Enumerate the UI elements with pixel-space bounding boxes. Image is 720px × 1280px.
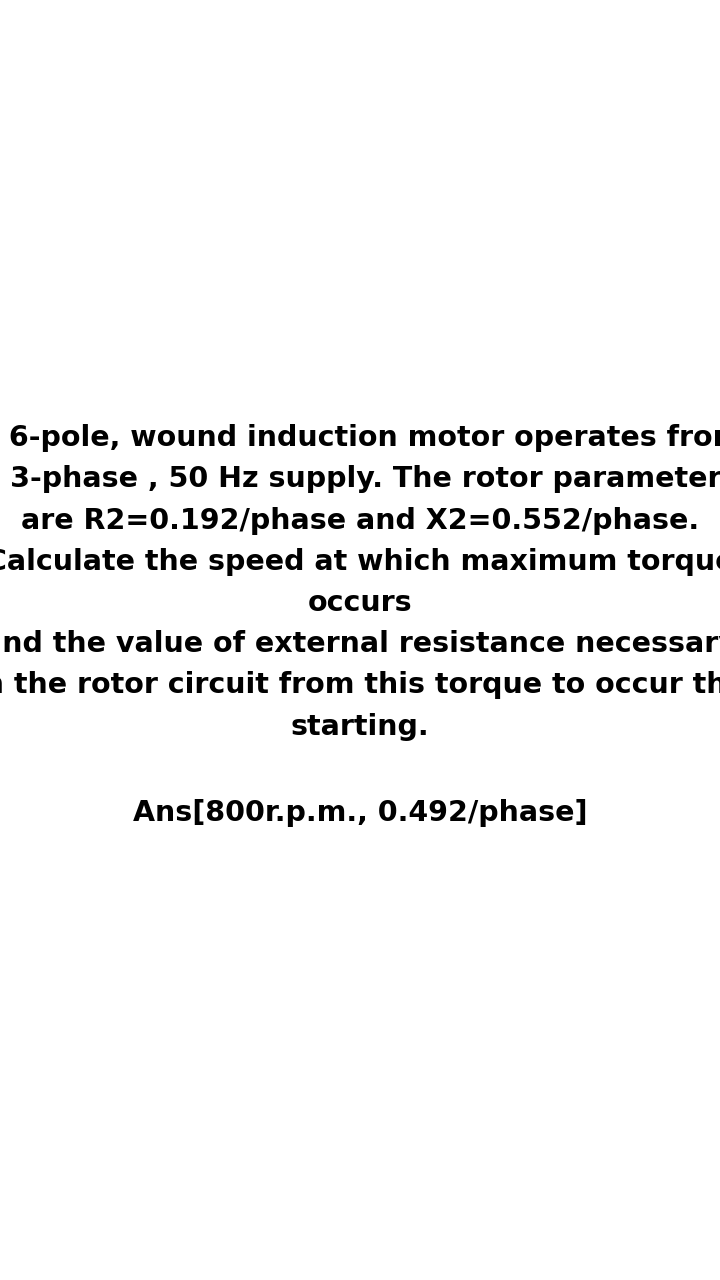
Text: Ans[800r.p.m., 0.492/phase]: Ans[800r.p.m., 0.492/phase] xyxy=(132,799,588,827)
Text: A 6-pole, wound induction motor operates from
a 3-phase , 50 Hz supply. The roto: A 6-pole, wound induction motor operates… xyxy=(0,424,720,741)
